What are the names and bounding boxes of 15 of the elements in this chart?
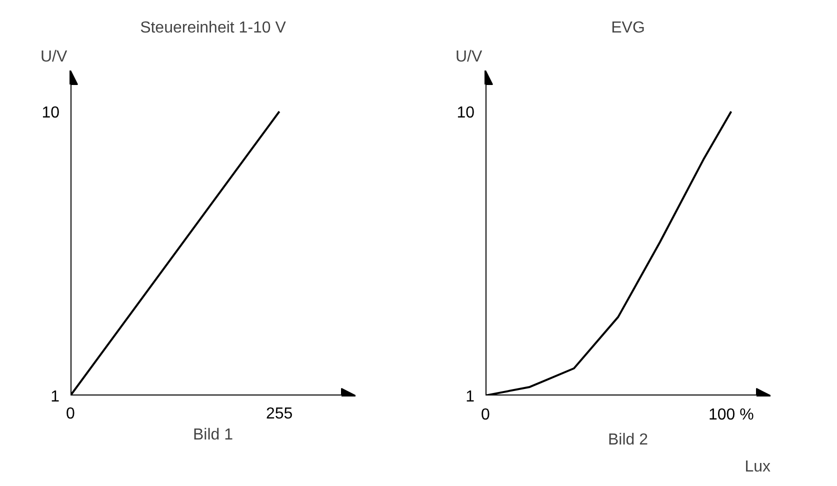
y-tick-label: 10 bbox=[456, 104, 475, 122]
x-tick-label: 255 bbox=[266, 406, 293, 422]
text: Bild 1 bbox=[192, 426, 234, 444]
x-axis-title: Lux bbox=[744, 458, 770, 476]
y-axis-title: U/V bbox=[40, 48, 68, 66]
y-tick-label: 1 bbox=[466, 388, 475, 406]
chart-title: Steuereinheit 1-10 V bbox=[140, 20, 286, 36]
x-tick-label: 0 bbox=[481, 406, 490, 424]
text: Bild 2 bbox=[608, 432, 648, 448]
x-tick-label: 100 % bbox=[708, 406, 754, 424]
chart-title: EVG bbox=[611, 20, 645, 36]
y-axis-title: U/V bbox=[456, 48, 482, 66]
x-tick-label: 0 bbox=[66, 406, 76, 422]
y-tick-label: 10 bbox=[42, 104, 60, 122]
y-tick-label: 1 bbox=[50, 388, 60, 406]
